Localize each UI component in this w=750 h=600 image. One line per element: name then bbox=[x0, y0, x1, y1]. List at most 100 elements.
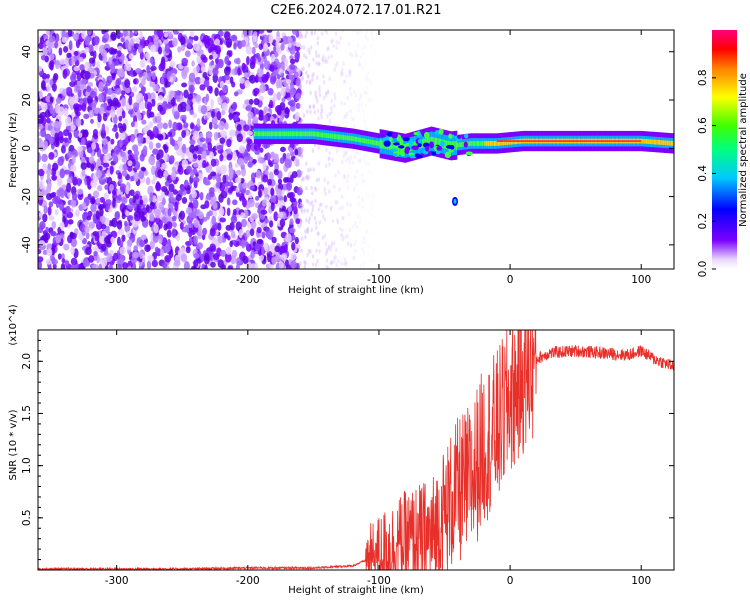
carrier-blob bbox=[404, 148, 410, 155]
spectrogram-noise-cell bbox=[41, 80, 46, 89]
spectrogram-noise-cell bbox=[172, 222, 177, 228]
spectrogram-noise-cell bbox=[337, 170, 340, 175]
colorbar-ticks: 0.0 0.2 0.4 0.6 0.8 bbox=[697, 69, 716, 277]
spectrogram-noise-cell bbox=[59, 221, 65, 230]
spectrogram-noise-cell bbox=[38, 139, 44, 149]
spectrogram-noise-cell bbox=[80, 162, 88, 170]
spectrogram-noise-cell bbox=[48, 215, 55, 221]
spectrogram-noise-cell bbox=[133, 171, 139, 182]
spectrogram-noise-cell bbox=[240, 212, 245, 218]
spectrogram-noise-cell bbox=[242, 255, 249, 264]
spectrogram-noise-cell bbox=[301, 177, 304, 182]
spectrogram-noise-cell bbox=[271, 256, 277, 265]
spectrogram-noise-cell bbox=[133, 245, 139, 252]
carrier-band-core bbox=[265, 131, 268, 137]
spectrogram-x-axis-label: Height of straight line (km) bbox=[288, 285, 424, 296]
spectrogram-noise-cell bbox=[91, 264, 99, 269]
spectrogram-noise-cell bbox=[92, 190, 100, 199]
spectrogram-noise-cell bbox=[275, 188, 282, 197]
spectrogram-noise-cell bbox=[151, 165, 156, 176]
spectrogram-noise-cell bbox=[330, 260, 333, 265]
spectrogram-noise-cell bbox=[332, 43, 336, 49]
spectrogram-noise-cell bbox=[328, 150, 331, 156]
carrier-band-core bbox=[266, 131, 269, 137]
spectrogram-noise-cell bbox=[210, 110, 215, 119]
spectrogram-noise-cell bbox=[289, 227, 296, 234]
spectrogram-noise-cell bbox=[117, 172, 123, 180]
carrier-band-core bbox=[346, 135, 349, 141]
spectrogram-noise-cell bbox=[318, 92, 322, 98]
spectrogram-noise-cell bbox=[325, 258, 329, 263]
spectrogram-noise-cell bbox=[330, 205, 333, 210]
spectrogram-noise-cell bbox=[183, 122, 189, 128]
spectrogram-noise-cell bbox=[321, 109, 324, 114]
spectrogram-noise-cell bbox=[343, 79, 347, 84]
carrier-band-core bbox=[380, 139, 383, 149]
spectrogram-noise-cell bbox=[70, 257, 78, 266]
spectrogram-noise-cell bbox=[337, 40, 341, 45]
carrier-band-core bbox=[357, 137, 359, 142]
carrier-band-core bbox=[329, 133, 332, 139]
spectrogram-noise-cell bbox=[90, 196, 96, 204]
spectrogram-noise-cell bbox=[373, 91, 375, 95]
spectrogram-noise-cell bbox=[187, 93, 194, 101]
spectrogram-noise-cell bbox=[42, 48, 48, 55]
spectrogram-noise-cell bbox=[295, 42, 302, 48]
spectrogram-noise-cell bbox=[115, 87, 122, 95]
spectrogram-noise-cell bbox=[357, 158, 361, 163]
carrier-band-core bbox=[379, 139, 382, 149]
spectrogram-noise-cell bbox=[46, 243, 53, 249]
spectrogram-noise-cell bbox=[138, 170, 145, 180]
spectrogram-noise-cell bbox=[311, 254, 315, 259]
spectrogram-noise-cell bbox=[341, 159, 344, 165]
spectrogram-noise-cell bbox=[359, 158, 363, 163]
spectrogram-noise-cell bbox=[370, 190, 373, 195]
spectrogram-noise-cell bbox=[316, 41, 319, 46]
spectrogram-noise-cell bbox=[171, 138, 176, 147]
spectrogram-noise-cell bbox=[326, 180, 330, 185]
spectrogram-noise-cell bbox=[125, 185, 130, 195]
spectrogram-noise-cell bbox=[200, 54, 207, 61]
spectrogram-noise-cell bbox=[224, 55, 229, 65]
carrier-band-core bbox=[670, 140, 673, 146]
spectrogram-noise-cell bbox=[279, 218, 286, 228]
spectrogram-noise-cell bbox=[132, 221, 139, 228]
spectrogram-noise-cell bbox=[146, 72, 152, 82]
spectrogram-noise-cell bbox=[69, 232, 74, 238]
spectrogram-noise-cell bbox=[342, 235, 345, 240]
snr-x-tick-label: 0 bbox=[507, 575, 514, 587]
spectrogram-noise-cell bbox=[131, 158, 136, 167]
spectrogram-noise-cell bbox=[61, 30, 66, 39]
spectrogram-noise-cell bbox=[38, 71, 44, 76]
carrier-band-core bbox=[297, 131, 299, 137]
spectrogram-noise-cell bbox=[181, 196, 188, 204]
carrier-band-core bbox=[479, 141, 481, 146]
spectrogram-noise-cell bbox=[141, 119, 147, 125]
spectrogram-noise-cell bbox=[180, 185, 186, 193]
spectrogram-noise-cell bbox=[71, 124, 76, 131]
spectrogram-noise-cell bbox=[97, 185, 103, 192]
spectrogram-noise-cell bbox=[86, 85, 92, 93]
spectrogram-noise-cell bbox=[323, 187, 326, 192]
carrier-band-core bbox=[367, 139, 370, 144]
spectrogram-noise-cell bbox=[272, 93, 278, 101]
spectrogram-noise-cell bbox=[110, 31, 117, 41]
spectrogram-noise-cell bbox=[60, 253, 65, 260]
spectrogram-noise-cell bbox=[98, 257, 105, 264]
spectrogram-noise-cell bbox=[67, 151, 73, 159]
spectrogram-noise-cell bbox=[152, 84, 160, 92]
carrier-band-core bbox=[489, 141, 492, 146]
spectrogram-noise-cell bbox=[213, 253, 220, 261]
spectrogram-noise-cell bbox=[224, 252, 232, 263]
spectrogram-noise-cell bbox=[189, 109, 195, 116]
spectrogram-noise-cell bbox=[345, 234, 348, 239]
spectrogram-noise-cell bbox=[320, 202, 323, 207]
spectrogram-noise-cell bbox=[355, 53, 358, 58]
spectrogram-noise-cell bbox=[214, 38, 221, 46]
spectrogram-noise-cell bbox=[338, 206, 341, 211]
spectrogram-noise-cell bbox=[101, 243, 107, 252]
spectrogram-noise-cell bbox=[306, 74, 310, 79]
spectrogram-noise-cell bbox=[294, 51, 300, 61]
spectrogram-noise-cell bbox=[209, 187, 215, 195]
spectrogram-noise-cell bbox=[64, 260, 70, 267]
